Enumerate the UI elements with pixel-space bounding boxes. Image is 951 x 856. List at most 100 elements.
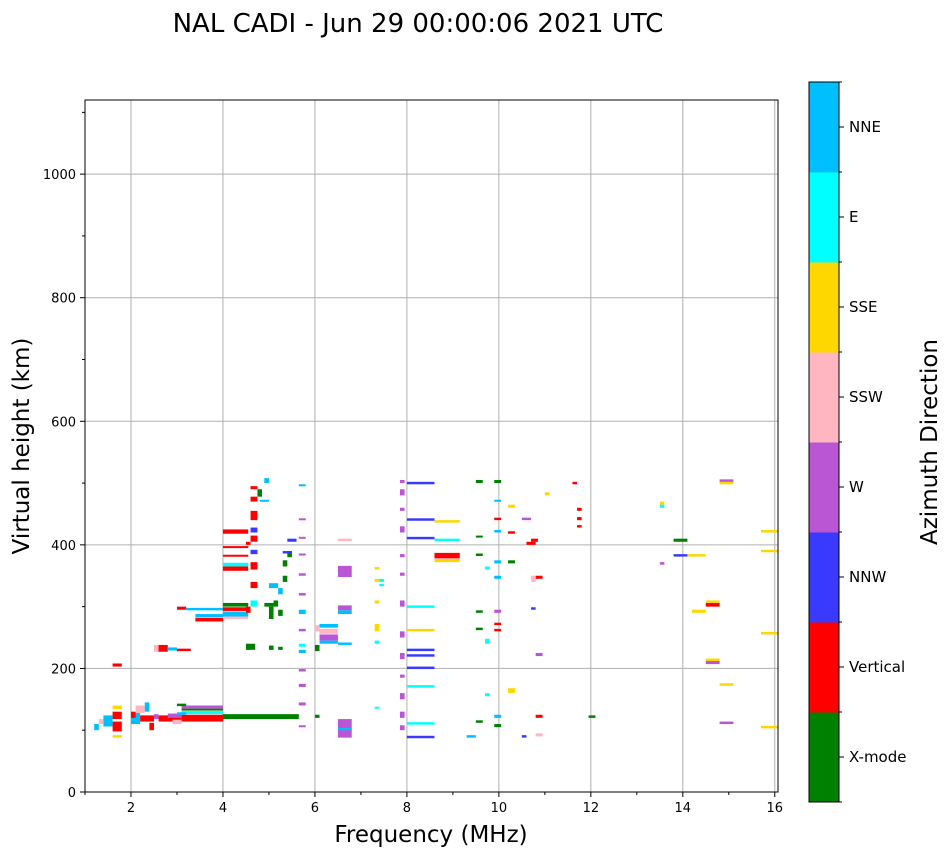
echo-segment-vertical [494, 517, 502, 521]
echo-segment-sse [374, 623, 380, 632]
echo-segment-vertical [158, 644, 168, 652]
echo-segment-w [298, 683, 306, 687]
echo-segment-x-mode [222, 714, 299, 720]
echo-segment-e [406, 605, 435, 608]
echo-segment-nnw [406, 648, 435, 652]
echo-segment-w [298, 628, 306, 632]
colorbar-label-vertical: Vertical [849, 658, 905, 676]
echo-segment-vertical [250, 581, 258, 589]
x-tick-label: 4 [219, 801, 227, 816]
echo-segment-w [719, 721, 734, 725]
echo-segment-x-mode [268, 606, 274, 619]
echo-segment-w [400, 631, 405, 638]
echo-segment-vertical [222, 607, 249, 611]
echo-segment-nne [494, 499, 502, 502]
echo-segment-w [298, 702, 306, 706]
echo-segment-e [181, 711, 223, 715]
colorbar-label-nnw: NNW [849, 568, 886, 586]
echo-segment-w [181, 705, 223, 709]
echo-segment-ssw [222, 616, 249, 619]
echo-segment-w [494, 609, 502, 613]
echo-segment-vertical [130, 711, 136, 718]
echo-segment-e [250, 600, 258, 607]
y-tick-label: 0 [68, 786, 76, 801]
echo-segment-vertical [176, 648, 191, 652]
echo-segment-w [400, 600, 405, 607]
echo-segment-vertical [526, 541, 536, 545]
echo-segment-nnw [406, 735, 435, 739]
echo-segment-nne [176, 712, 187, 715]
echo-segment-e [485, 638, 490, 644]
echo-segment-nne [130, 712, 141, 725]
echo-segment-nne [195, 614, 223, 618]
echo-segment-sse [374, 578, 380, 582]
echo-segment-nne [259, 499, 269, 502]
echo-segment-w [298, 573, 306, 576]
echo-segment-e [379, 578, 384, 582]
echo-segment-vertical [531, 538, 538, 542]
echo-segment-sse [719, 481, 734, 485]
echo-segment-nnw [673, 554, 688, 557]
echo-segment-nne [466, 735, 476, 738]
echo-segment-e [406, 722, 435, 725]
y-axis-label: Virtual height (km) [9, 338, 35, 555]
echo-segment-vertical [434, 552, 460, 559]
echo-segment-nnw [521, 735, 527, 738]
x-tick-label: 16 [767, 801, 784, 816]
echo-segment-vertical [250, 486, 258, 490]
echo-segment-nne [222, 611, 249, 617]
echo-segment-nnw [406, 666, 435, 670]
echo-segment-ssw [535, 733, 543, 737]
echo-segment-w [153, 714, 159, 720]
echo-segment-nne [167, 647, 177, 651]
echo-segment-nnw [406, 654, 435, 657]
colorbar-swatch-ssw [809, 352, 839, 443]
colorbar: X-mode Vertical NNW W SSW SSE E NNE [808, 81, 906, 803]
echo-segment-vertical [577, 517, 582, 521]
echo-segment-x-mode [278, 646, 283, 650]
x-tick-label: 14 [675, 801, 692, 816]
echo-segment-nne [144, 702, 150, 712]
echo-segment-w [400, 711, 405, 718]
echo-segment-ssw [314, 625, 320, 632]
echo-segment-ssw [319, 628, 338, 634]
echo-segment-nnw [406, 518, 435, 521]
echo-segment-vertical [222, 546, 249, 549]
echo-segment-e [374, 640, 380, 644]
echo-segment-sse [374, 600, 380, 604]
x-axis-label: Frequency (MHz) [334, 822, 527, 848]
echo-segment-vertical [112, 663, 122, 667]
echo-segment-vertical [181, 714, 223, 722]
colorbar-label-sse: SSE [849, 298, 878, 316]
y-tick-label: 600 [51, 415, 76, 430]
echo-segment-w [400, 725, 405, 731]
echo-segment-nne [103, 715, 113, 727]
echo-segment-w [400, 489, 405, 496]
echo-segment-w [521, 517, 532, 521]
echo-segment-sse [434, 559, 460, 563]
echo-segment-x-mode [673, 538, 688, 542]
echo-segment-w [705, 661, 720, 665]
echo-segment-nnw [250, 527, 258, 533]
y-tick-label: 400 [51, 539, 76, 554]
echo-segment-nne [494, 560, 502, 564]
echo-segment-x-mode [314, 714, 320, 718]
echo-segment-ssw [172, 719, 182, 725]
echo-segment-nnw [531, 607, 536, 610]
echo-segment-sse [112, 735, 122, 738]
echo-segment-w [298, 536, 306, 539]
echo-segment-vertical [577, 525, 582, 528]
echo-segment-vertical [535, 714, 543, 718]
echo-segment-w [400, 554, 405, 558]
echo-segment-ssw [531, 575, 536, 582]
echo-segment-x-mode [268, 645, 274, 650]
colorbar-label-e: E [849, 208, 858, 226]
echo-segment-w [400, 507, 405, 511]
y-axis-ticks: 0 200 400 600 800 1000 [43, 111, 85, 801]
echo-segment-x-mode [282, 575, 288, 582]
echo-segment-vertical [222, 566, 249, 571]
colorbar-label: Azimuth Direction [917, 339, 943, 545]
echo-segment-vertical [158, 715, 182, 722]
echo-segment-w [535, 652, 543, 657]
